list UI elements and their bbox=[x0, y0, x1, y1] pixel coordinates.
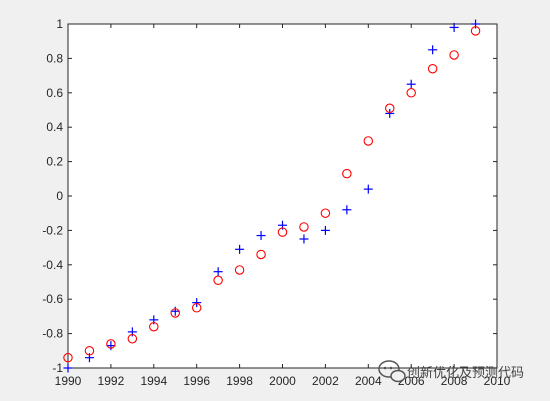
plus-marker bbox=[342, 205, 352, 215]
circle-marker bbox=[299, 222, 309, 232]
plus-marker bbox=[428, 45, 438, 55]
circle-marker bbox=[320, 208, 331, 218]
plus-marker bbox=[385, 108, 395, 118]
plus-marker bbox=[192, 298, 202, 308]
plus-marker bbox=[449, 22, 459, 32]
plus-marker bbox=[320, 225, 330, 235]
plus-marker bbox=[235, 244, 245, 254]
circle-marker bbox=[191, 303, 202, 313]
circle-marker bbox=[406, 88, 416, 98]
x-tick-label: 2002 bbox=[312, 374, 339, 388]
circle-marker bbox=[170, 308, 181, 318]
y-tick-label: -0.4 bbox=[42, 258, 63, 272]
data-marks bbox=[63, 19, 481, 373]
circle-marker bbox=[384, 103, 395, 114]
x-tick-label: 1994 bbox=[140, 374, 167, 388]
y-tick-label: -1 bbox=[52, 361, 63, 375]
x-tick-label: 1990 bbox=[55, 374, 82, 388]
circle-marker bbox=[342, 168, 352, 179]
y-tick-label: 0 bbox=[56, 189, 63, 203]
y-tick-label: 1 bbox=[56, 17, 63, 31]
circle-marker bbox=[84, 346, 95, 356]
x-axis: 1990 1992 1994 1996 1998 2000 2002 2004 2006 2008… bbox=[55, 24, 511, 388]
circle-marker bbox=[127, 334, 138, 344]
circle-marker bbox=[213, 275, 223, 286]
watermark: 创新优化及预测代码 bbox=[378, 360, 524, 383]
x-tick-label: 2000 bbox=[269, 374, 296, 388]
chat-bubble-icon bbox=[378, 360, 406, 383]
circle-marker bbox=[106, 339, 116, 349]
circle-marker bbox=[234, 265, 245, 275]
plot-area bbox=[67, 23, 498, 369]
circle-marker bbox=[256, 249, 266, 260]
watermark-text: 创新优化及预测代码 bbox=[407, 365, 524, 381]
x-tick-label: 1996 bbox=[183, 374, 210, 388]
x-tick-label: 2004 bbox=[355, 374, 382, 388]
y-tick-label: -0.2 bbox=[42, 223, 63, 237]
y-tick-label: -0.8 bbox=[42, 327, 63, 341]
y-tick-label: 0.4 bbox=[46, 120, 63, 134]
circle-marker bbox=[63, 352, 73, 363]
y-tick-label: 0.8 bbox=[46, 51, 63, 65]
y-tick-label: -0.6 bbox=[42, 292, 63, 306]
x-tick-label: 2008 bbox=[441, 374, 468, 388]
plus-marker bbox=[406, 79, 416, 89]
y-tick-label: 0.2 bbox=[46, 155, 63, 169]
plus-marker bbox=[63, 363, 73, 373]
circle-marker bbox=[363, 136, 374, 146]
circle-marker bbox=[277, 227, 288, 237]
circle-marker bbox=[427, 63, 438, 74]
plus-marker bbox=[213, 267, 223, 277]
x-tick-label: 1998 bbox=[226, 374, 253, 388]
plus-marker bbox=[299, 234, 309, 244]
y-axis: -1 -0.8 -0.6 -0.4 -0.2 0 0.2 0.4 0.6 0.8 1 bbox=[42, 17, 497, 375]
circle-marker bbox=[449, 50, 459, 60]
plus-marker bbox=[256, 231, 266, 241]
circle-marker bbox=[149, 321, 159, 332]
x-tick-label: 2010 bbox=[484, 374, 511, 388]
x-tick-label: 1992 bbox=[98, 374, 125, 388]
y-tick-label: 0.6 bbox=[46, 86, 63, 100]
circle-marker bbox=[470, 26, 481, 36]
plus-marker bbox=[363, 184, 373, 194]
